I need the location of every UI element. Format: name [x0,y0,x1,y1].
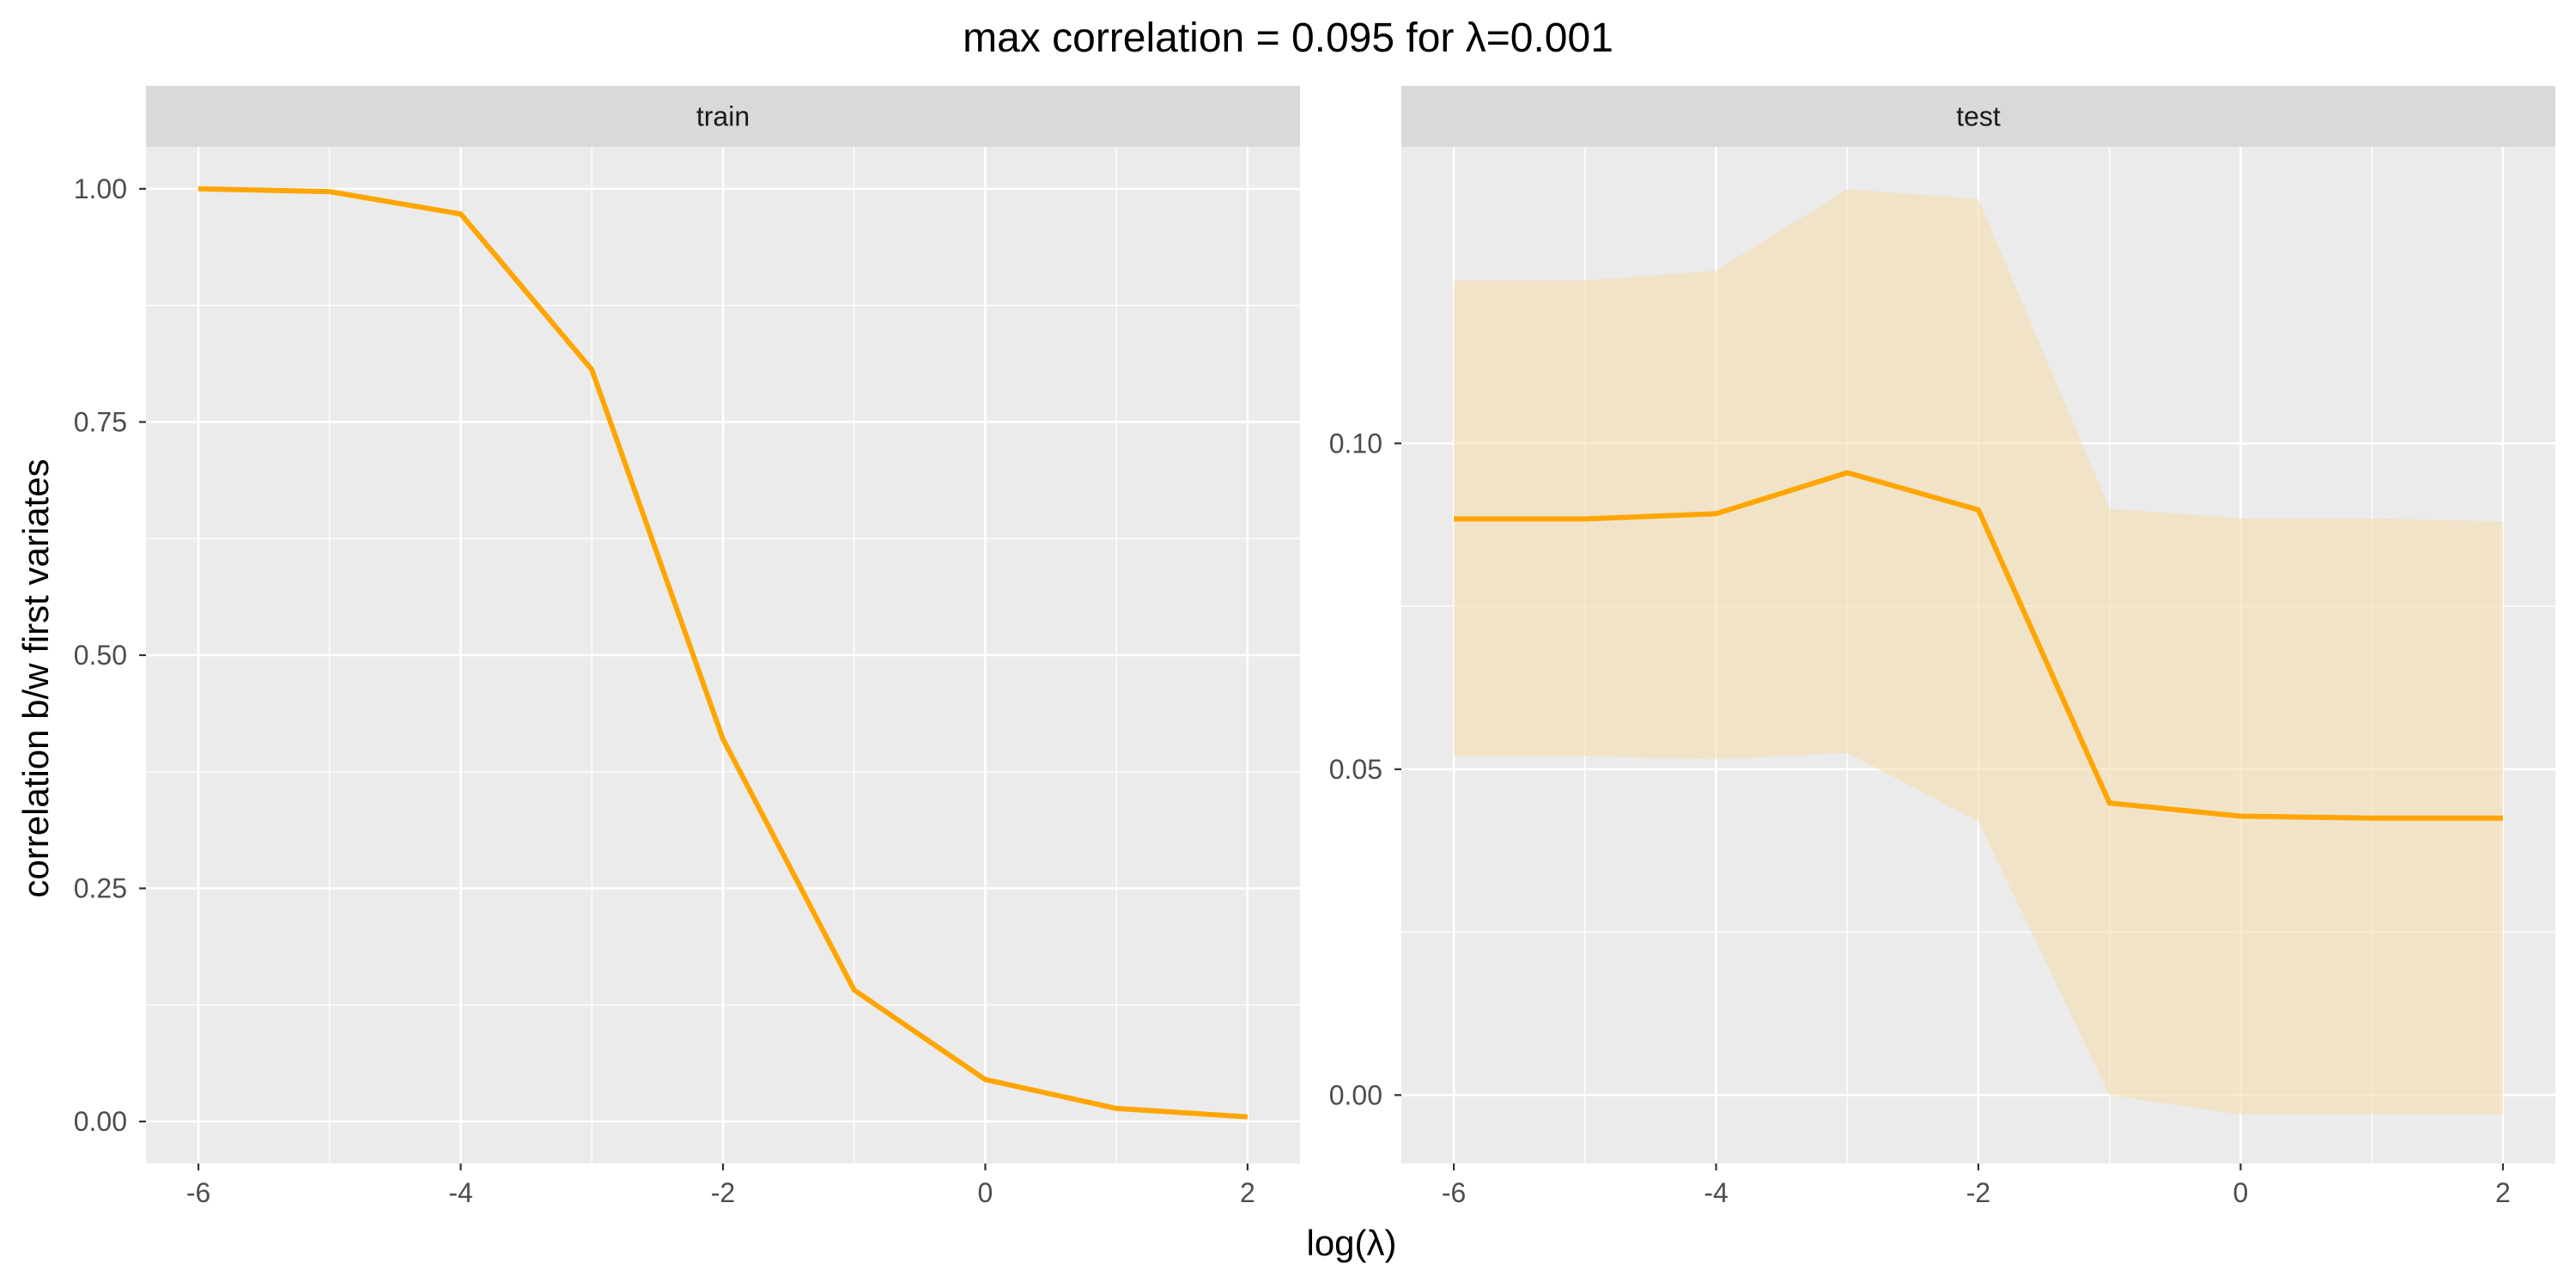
y-tick-label: 0.75 [74,406,127,437]
panel-train: train -6 -4 -2 0 2 0.00 0.25 0.50 0.75 1.00 [74,86,1300,1208]
y-tick-label: 0.05 [1329,754,1382,785]
y-tick-label: 0.25 [74,873,127,904]
x-tick-label: -6 [186,1177,210,1208]
x-tick-label: -2 [711,1177,735,1208]
x-tick-label: -6 [1442,1177,1466,1208]
y-tick-label: 0.10 [1329,428,1382,459]
x-axis-title: log(λ) [1306,1223,1396,1263]
strip-label-train: train [696,101,750,132]
y-tick-label: 0.50 [74,640,127,671]
x-tick-label: 0 [978,1177,993,1208]
x-tick-label: 0 [2233,1177,2249,1208]
y-tick-label: 1.00 [74,173,127,204]
strip-test [1401,86,2555,147]
chart-title: max correlation = 0.095 for λ=0.001 [963,15,1613,61]
series-line-train [198,185,1249,1120]
strip-label-test: test [1956,101,2001,132]
y-tick-label: 0.00 [74,1106,127,1137]
x-tick-label: -4 [1704,1177,1728,1208]
x-tick-label: 2 [1240,1177,1255,1208]
strip-train [146,86,1300,147]
panels: train -6 -4 -2 0 2 0.00 0.25 0.50 0.75 1.00 test -6 -… [74,86,2555,1208]
panel-test: test -6 -4 -2 0 2 0.00 0.05 0.10 [1329,86,2555,1208]
x-tick-label: 2 [2495,1177,2511,1208]
x-tick-label: -4 [448,1177,472,1208]
series-line-test [1454,470,2503,821]
y-tick-label: 0.00 [1329,1079,1382,1110]
y-axis-title: correlation b/w first variates [15,459,56,897]
x-tick-label: -2 [1966,1177,1990,1208]
confidence-ribbon-test [1454,189,2503,1115]
